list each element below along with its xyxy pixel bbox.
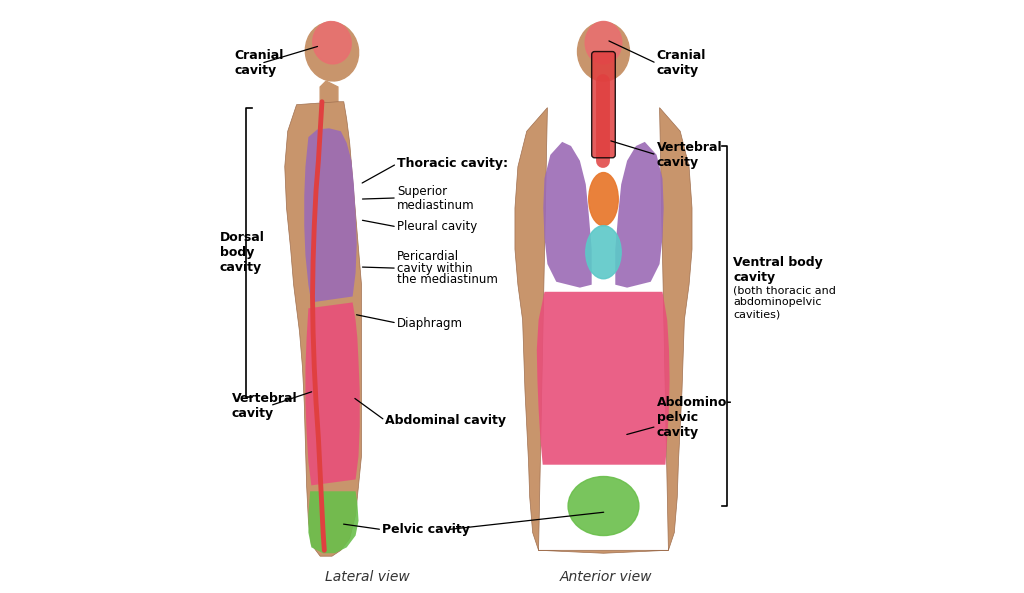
- PathPatch shape: [308, 491, 358, 553]
- Text: Pericardial: Pericardial: [397, 250, 459, 263]
- Text: Abdominal cavity: Abdominal cavity: [385, 414, 506, 427]
- PathPatch shape: [615, 142, 664, 288]
- Text: cavity within: cavity within: [397, 262, 472, 275]
- PathPatch shape: [515, 107, 692, 553]
- Ellipse shape: [586, 226, 622, 279]
- Text: Pelvic cavity: Pelvic cavity: [382, 523, 470, 536]
- Ellipse shape: [568, 477, 639, 535]
- PathPatch shape: [544, 142, 592, 288]
- Ellipse shape: [578, 22, 630, 81]
- Text: the mediastinum: the mediastinum: [397, 273, 498, 286]
- Text: Ventral body
cavity: Ventral body cavity: [733, 256, 823, 284]
- Text: Abdomino-
pelvic
cavity: Abdomino- pelvic cavity: [656, 396, 732, 439]
- Text: Vertebral
cavity: Vertebral cavity: [656, 141, 722, 169]
- Text: mediastinum: mediastinum: [397, 199, 474, 212]
- PathPatch shape: [304, 128, 356, 302]
- Ellipse shape: [585, 21, 622, 64]
- Text: Anterior view: Anterior view: [560, 570, 652, 584]
- Text: Lateral view: Lateral view: [325, 570, 410, 584]
- Text: Cranial
cavity: Cranial cavity: [234, 49, 284, 77]
- FancyBboxPatch shape: [592, 52, 615, 158]
- PathPatch shape: [285, 102, 361, 556]
- PathPatch shape: [305, 302, 359, 486]
- Ellipse shape: [589, 173, 618, 226]
- Text: Dorsal
body
cavity: Dorsal body cavity: [220, 231, 265, 274]
- Text: Vertebral
cavity: Vertebral cavity: [231, 392, 297, 420]
- Text: (both thoracic and
abdominopelvic
cavities): (both thoracic and abdominopelvic caviti…: [733, 286, 837, 319]
- PathPatch shape: [321, 81, 338, 105]
- Text: Cranial
cavity: Cranial cavity: [656, 49, 706, 77]
- Ellipse shape: [312, 21, 351, 64]
- Ellipse shape: [305, 22, 358, 81]
- Text: Superior: Superior: [397, 185, 447, 198]
- PathPatch shape: [537, 292, 670, 465]
- Text: Thoracic cavity:: Thoracic cavity:: [397, 157, 508, 170]
- Text: Diaphragm: Diaphragm: [397, 317, 463, 330]
- Text: Pleural cavity: Pleural cavity: [397, 221, 477, 234]
